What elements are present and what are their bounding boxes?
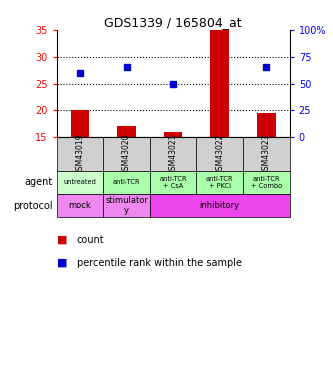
Text: ■: ■ (57, 258, 67, 267)
Text: anti-TCR
+ CsA: anti-TCR + CsA (160, 176, 187, 189)
Text: anti-TCR
+ Combo: anti-TCR + Combo (251, 176, 282, 189)
Bar (257, 113, 276, 137)
Text: protocol: protocol (13, 201, 53, 211)
Text: anti-TCR
+ PKCi: anti-TCR + PKCi (206, 176, 233, 189)
Bar (196, 137, 243, 171)
Text: inhibitory: inhibitory (200, 201, 240, 210)
Text: GSM43021: GSM43021 (168, 133, 178, 175)
Text: GSM43019: GSM43019 (75, 133, 85, 175)
Text: mock: mock (69, 201, 91, 210)
Bar (243, 137, 290, 171)
Bar (103, 194, 150, 217)
Text: untreated: untreated (64, 179, 96, 185)
Bar (164, 132, 182, 137)
Text: agent: agent (25, 177, 53, 188)
Bar (243, 171, 290, 194)
Bar (150, 171, 196, 194)
Text: GSM43020: GSM43020 (122, 133, 131, 175)
Bar (150, 137, 196, 171)
Bar (103, 171, 150, 194)
Bar (210, 30, 229, 137)
Bar (71, 110, 89, 137)
Text: percentile rank within the sample: percentile rank within the sample (77, 258, 241, 267)
Text: GSM43023: GSM43023 (262, 133, 271, 175)
Title: GDS1339 / 165804_at: GDS1339 / 165804_at (104, 16, 242, 29)
Text: count: count (77, 235, 104, 245)
Text: stimulator
y: stimulator y (105, 196, 148, 216)
Bar (150, 194, 290, 217)
Bar (57, 194, 103, 217)
Text: anti-TCR: anti-TCR (113, 179, 140, 185)
Bar (117, 126, 136, 137)
Text: GSM43022: GSM43022 (215, 133, 224, 175)
Bar (103, 137, 150, 171)
Text: ■: ■ (57, 235, 67, 245)
Bar (196, 171, 243, 194)
Bar (57, 171, 103, 194)
Bar (57, 137, 103, 171)
